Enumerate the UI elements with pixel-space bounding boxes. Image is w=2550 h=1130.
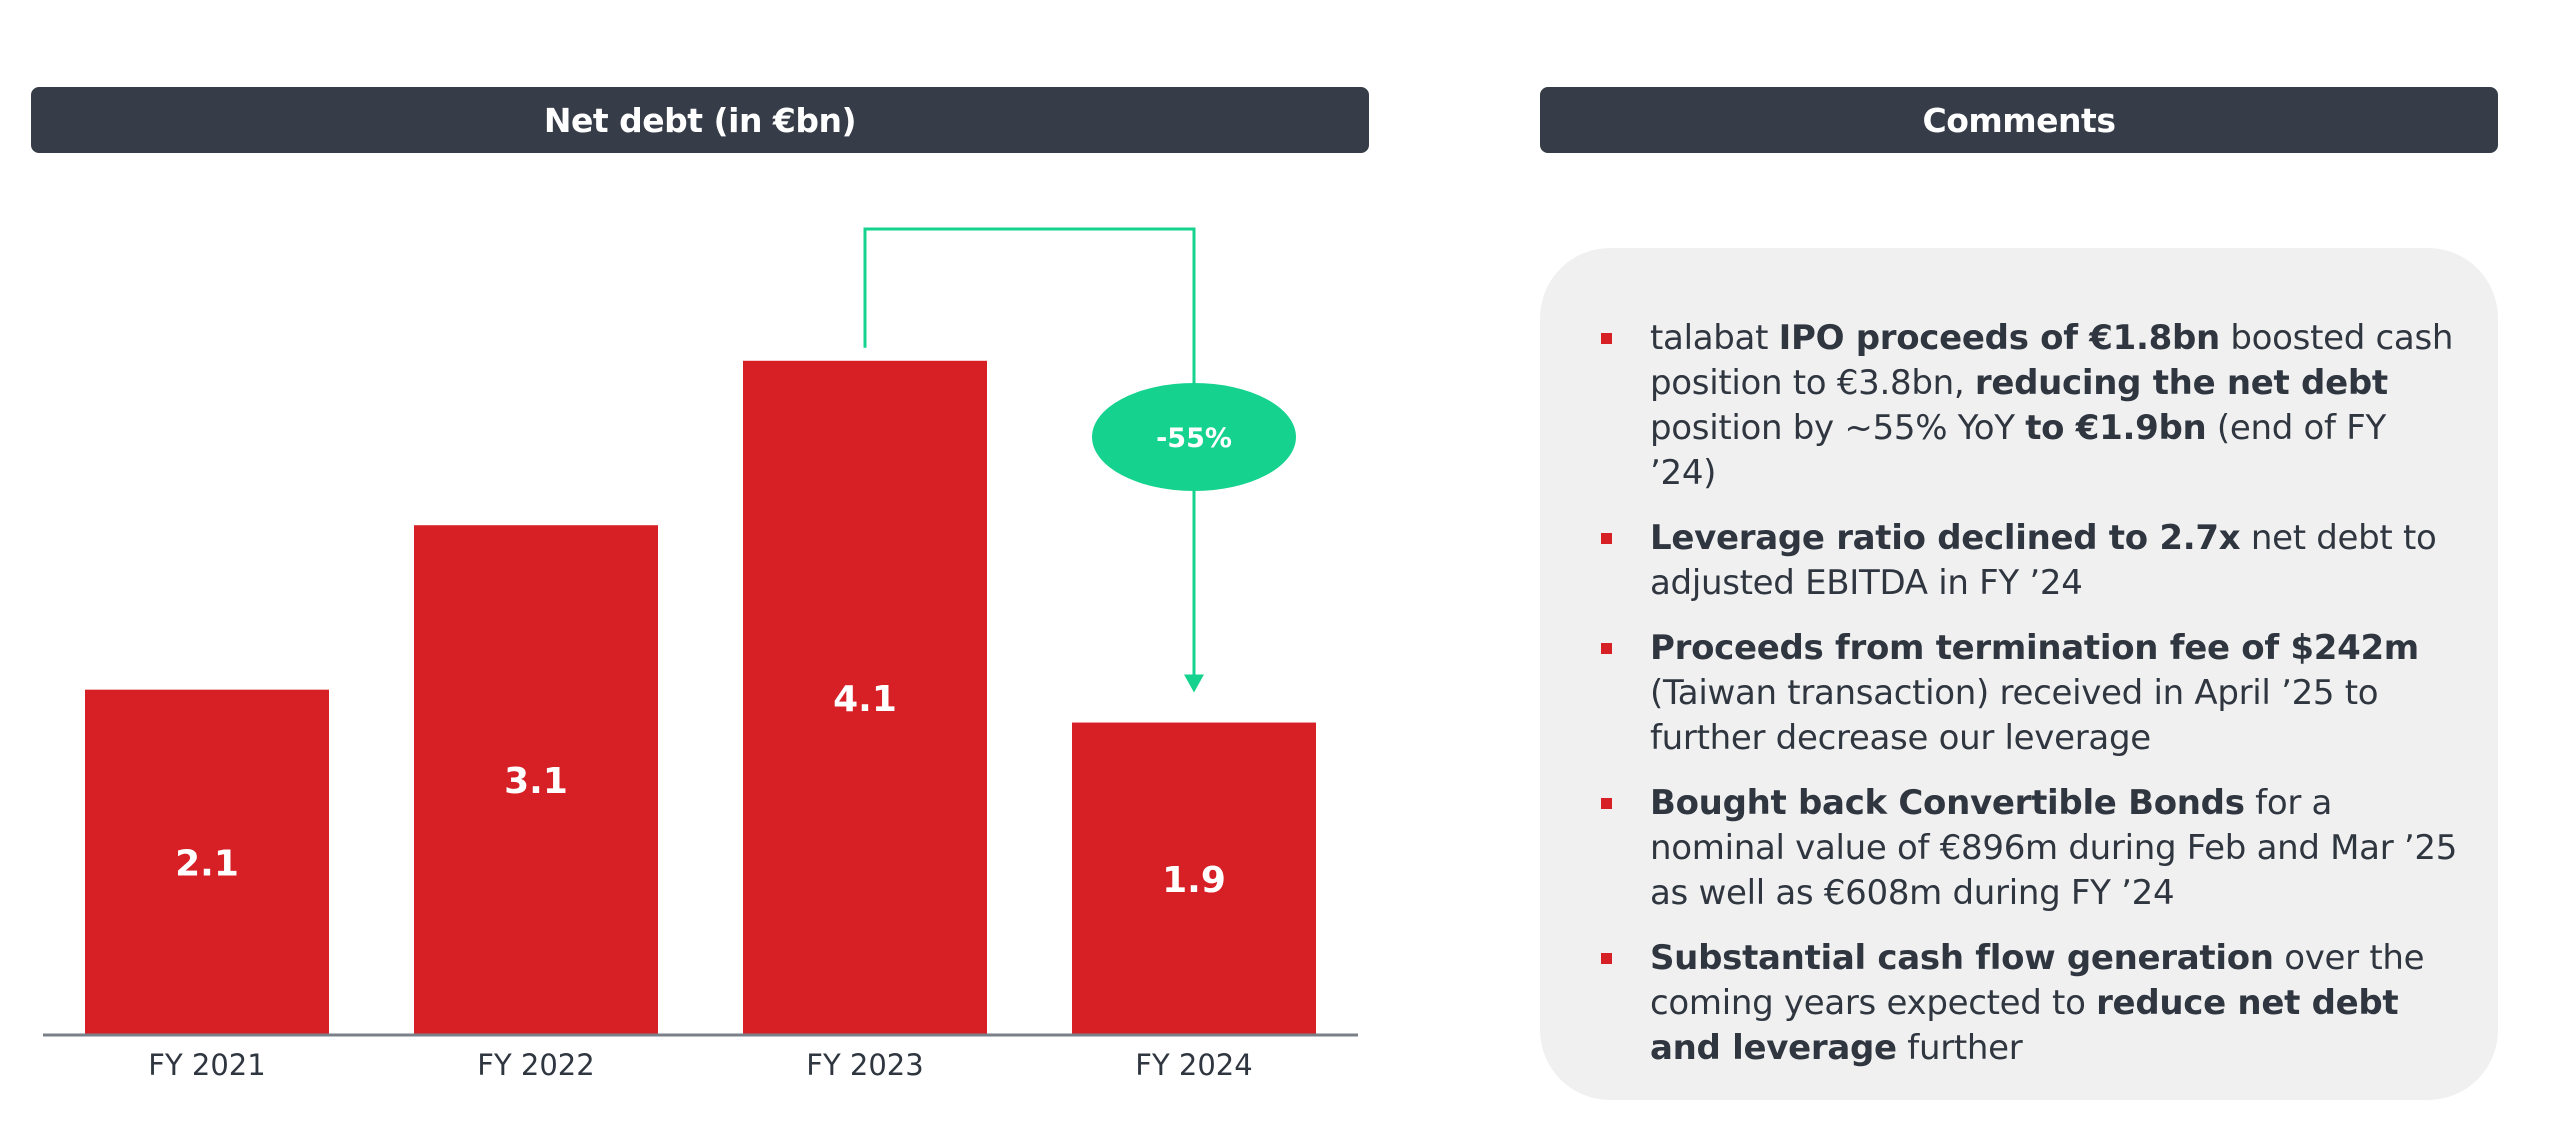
comment-highlight: reducing the net debt	[1974, 363, 2388, 403]
comment-highlight: Substantial cash flow generation	[1650, 938, 2274, 978]
comment-item: Bought back Convertible Bonds for a nomi…	[1595, 781, 2458, 916]
comment-highlight: to €1.9bn	[2025, 408, 2207, 448]
bullet-icon	[1601, 333, 1612, 344]
comment-text: boosted cash position to €3.8bn,	[1650, 318, 2454, 403]
bar-fy-2022	[414, 525, 658, 1035]
net-debt-bar-chart: 2.1 FY 2021 3.1 FY 2022 4.1 FY 2023 1.9 FY 2024…	[43, 227, 1358, 1082]
comment-highlight: Bought back Convertible Bonds	[1650, 783, 2245, 823]
change-label: -55%	[1156, 423, 1232, 454]
comment-item: Proceeds from termination fee of $242m (…	[1595, 626, 2458, 761]
comment-text: net debt to adjusted EBITDA in FY ’24	[1650, 518, 2437, 603]
comment-text: talabat	[1650, 318, 1779, 358]
comments-title: Comments	[1540, 87, 2498, 153]
bar-fy-2021	[85, 689, 329, 1035]
x-tick-label: FY 2022	[477, 1048, 594, 1082]
comment-item: Substantial cash flow generation over th…	[1595, 936, 2458, 1071]
bar-fy-2023	[743, 360, 987, 1035]
comment-highlight: Proceeds from termination fee of $242m	[1650, 628, 2419, 668]
bar-fy-2024	[1072, 722, 1316, 1035]
comment-text: (Taiwan transaction) received in April ’…	[1650, 673, 2379, 758]
bar-value-label: 4.1	[833, 679, 897, 720]
comments-panel: talabat IPO proceeds of €1.8bn boosted c…	[1540, 248, 2498, 1100]
chart-title: Net debt (in €bn)	[31, 87, 1369, 153]
x-tick-label: FY 2023	[806, 1048, 923, 1082]
comment-text: (end of FY ’24)	[1650, 408, 2386, 493]
comment-item: talabat IPO proceeds of €1.8bn boosted c…	[1595, 316, 2458, 496]
change-arrow-head	[1184, 674, 1204, 693]
comment-text: position by ~55% YoY	[1650, 408, 2026, 448]
bullet-icon	[1601, 533, 1612, 544]
bullet-icon	[1601, 798, 1612, 809]
comment-item: Leverage ratio declined to 2.7x net debt…	[1595, 516, 2458, 606]
bar-value-label: 1.9	[1162, 860, 1226, 901]
comment-text: further	[1896, 1028, 2023, 1068]
change-badge	[1092, 383, 1296, 491]
comment-text: for a nominal value of €896m during Feb …	[1650, 783, 2458, 913]
x-tick-label: FY 2021	[148, 1048, 265, 1082]
comment-highlight: IPO proceeds of €1.8bn	[1778, 318, 2221, 358]
comment-text: over the coming years expected to	[1650, 938, 2425, 1023]
bullet-icon	[1601, 643, 1612, 654]
bar-value-label: 3.1	[504, 761, 568, 802]
bar-value-label: 2.1	[175, 843, 239, 884]
bullet-icon	[1601, 953, 1612, 964]
comment-highlight: Leverage ratio declined to 2.7x	[1650, 518, 2241, 558]
comments-list: talabat IPO proceeds of €1.8bn boosted c…	[1595, 316, 2458, 1071]
x-tick-label: FY 2024	[1135, 1048, 1252, 1082]
comment-highlight: reduce net debt and leverage	[1650, 983, 2399, 1068]
